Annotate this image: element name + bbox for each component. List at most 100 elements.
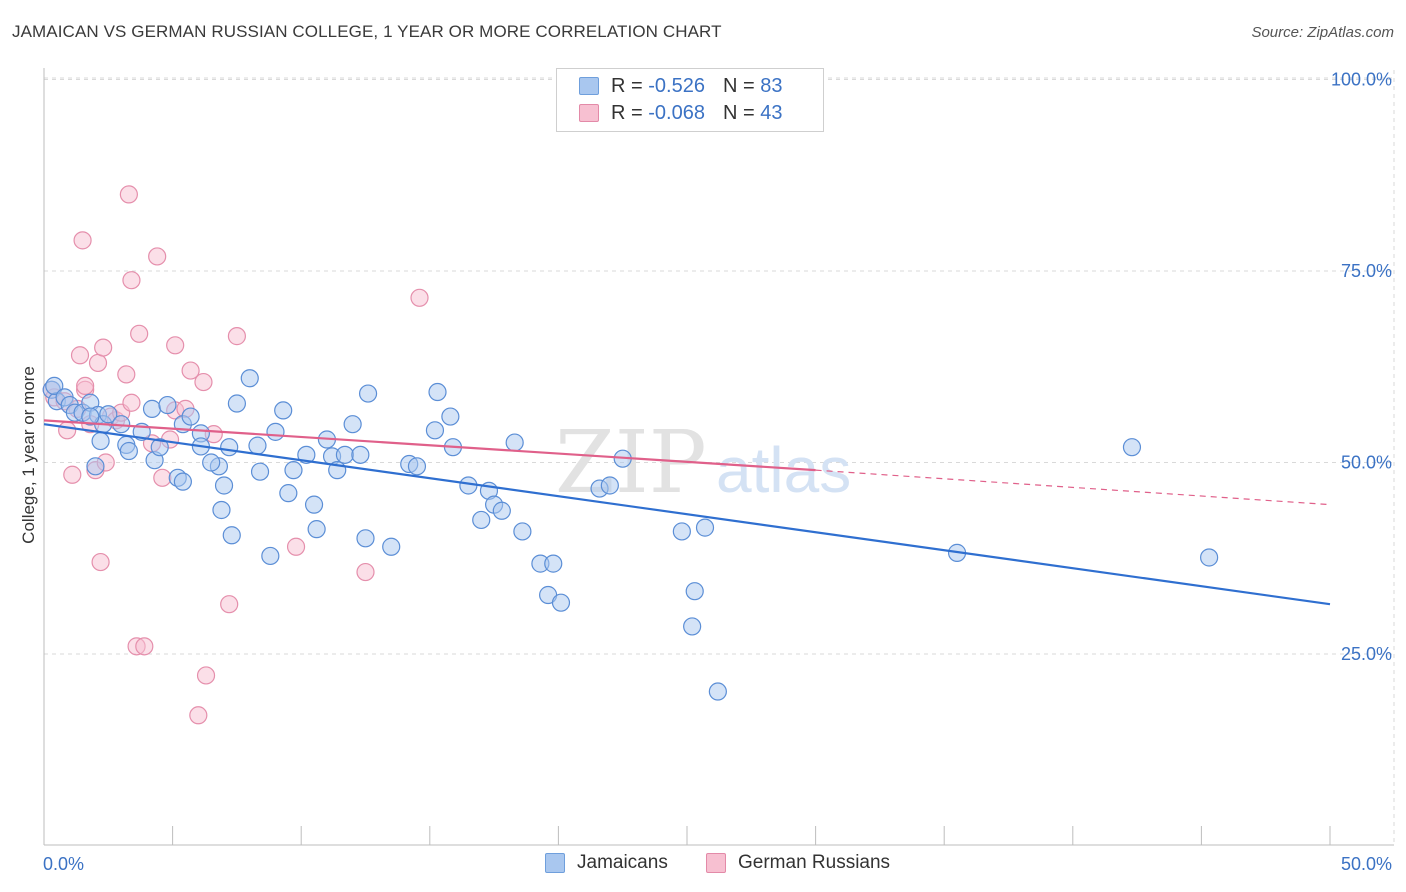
jamaicans-point (261, 546, 280, 566)
jamaicans-point (227, 394, 246, 413)
jamaicans-point (119, 441, 138, 461)
jamaicans-point (181, 407, 200, 426)
jamaicans-point (279, 484, 298, 503)
y-axis-label: College, 1 year or more (19, 366, 38, 544)
watermark-atlas: atlas (716, 434, 851, 506)
german-russians-point (117, 365, 136, 384)
jamaicans-point (307, 520, 326, 539)
jamaicans-point (544, 554, 563, 573)
jamaicans-point (250, 462, 270, 481)
german-russians-point (148, 247, 167, 266)
legend-r-value: -0.068 (648, 101, 705, 124)
jamaicans-point (343, 415, 362, 434)
jamaicans-point (86, 457, 105, 476)
legend-r-label: R = (611, 74, 643, 97)
y-tick-label: 100.0% (1331, 70, 1392, 90)
jamaicans-point (214, 476, 234, 495)
jamaicans-point (351, 445, 370, 464)
jamaicans-point (358, 384, 378, 403)
jamaicans-point (505, 433, 524, 452)
y-tick-label: 25.0% (1341, 644, 1392, 664)
jamaicans-point (284, 461, 303, 480)
legend-n-label: N = (722, 74, 755, 97)
jamaicans-point (472, 510, 491, 530)
watermark: ZIP atlas (555, 413, 851, 513)
y-tick-label: 75.0% (1341, 261, 1392, 281)
legend-n-value: 43 (760, 101, 783, 124)
legend-label-german-russians: German Russians (738, 852, 891, 873)
german-russians-point (227, 327, 246, 346)
german-russians-trend-line (43, 419, 816, 472)
jamaicans-points (42, 369, 1219, 701)
stats-legend: R = -0.526 N = 83 R = -0.068 N = 43 (556, 68, 824, 132)
jamaicans-point (672, 522, 691, 541)
jamaicans-point (142, 399, 162, 418)
jamaicans-point (600, 476, 619, 495)
german-russians-point (122, 271, 141, 290)
jamaicans-point (222, 526, 241, 545)
jamaicans-point (407, 457, 427, 476)
german-russians-point (194, 372, 213, 392)
legend-swatch-german-russians (579, 104, 599, 122)
jamaicans-point (248, 436, 267, 455)
legend-n-value: 83 (760, 74, 783, 97)
german-russians-point (73, 231, 92, 250)
jamaicans-point (158, 395, 177, 415)
tick-labels: 100.0% 75.0% 50.0% 25.0% 0.0% 50.0% (43, 70, 1392, 875)
german-russians-point (130, 324, 149, 343)
legend-item-german-russians[interactable]: German Russians (706, 852, 890, 874)
german-russians-point (94, 338, 113, 357)
jamaicans-point (683, 617, 702, 636)
jamaicans-point (513, 522, 532, 541)
jamaicans-point (274, 401, 293, 420)
jamaicans-point (240, 369, 259, 388)
legend-swatch-jamaicans (579, 77, 599, 95)
legend-swatch-german-russians (706, 853, 726, 873)
x-tick-label: 50.0% (1341, 854, 1392, 874)
y-tick-label: 50.0% (1341, 453, 1392, 473)
german-russians-points (42, 185, 429, 725)
jamaicans-point (1122, 438, 1142, 457)
jamaicans-point (551, 593, 571, 612)
german-russians-point (122, 393, 141, 412)
german-russians-point (286, 537, 306, 556)
legend-label-jamaicans: Jamaicans (577, 852, 668, 873)
jamaicans-point (202, 453, 221, 472)
jamaicans-trend-line (43, 423, 1331, 606)
chart-title: JAMAICAN VS GERMAN RUSSIAN COLLEGE, 1 YE… (12, 22, 722, 41)
jamaicans-point (335, 445, 355, 464)
watermark-zip: ZIP (555, 413, 707, 513)
x-tick-label: 0.0% (43, 854, 84, 874)
german-russians-point (63, 465, 82, 484)
jamaicans-point (304, 495, 324, 514)
legend-r-label: R = (611, 101, 643, 124)
german-russians-point (91, 552, 110, 572)
german-russians-point (196, 666, 216, 685)
trend-lines (43, 419, 1331, 606)
jamaicans-point (81, 407, 100, 426)
jamaicans-point (45, 376, 64, 395)
german-russians-point (410, 288, 429, 307)
german-russians-point (135, 637, 154, 656)
german-russians-point (220, 595, 239, 614)
jamaicans-point (695, 518, 715, 537)
german-russians-point (181, 361, 200, 380)
jamaicans-point (91, 431, 110, 451)
german-russians-point (58, 421, 77, 440)
jamaicans-point (425, 421, 445, 440)
german-russians-point (70, 346, 90, 365)
jamaicans-point (266, 422, 285, 441)
jamaicans-point (356, 529, 375, 548)
jamaicans-point (297, 445, 316, 464)
german-russians-point (356, 562, 375, 582)
jamaicans-point (150, 438, 169, 457)
jamaicans-point (382, 537, 401, 556)
german-russians-point (76, 376, 95, 395)
legend-item-jamaicans[interactable]: Jamaicans (545, 852, 668, 874)
chart-source: Source: ZipAtlas.com (1251, 24, 1394, 41)
jamaicans-point (220, 438, 239, 457)
legend-n-label: N = (722, 101, 755, 124)
german-russians-trend-extension (815, 469, 1331, 506)
jamaicans-point (173, 472, 192, 491)
